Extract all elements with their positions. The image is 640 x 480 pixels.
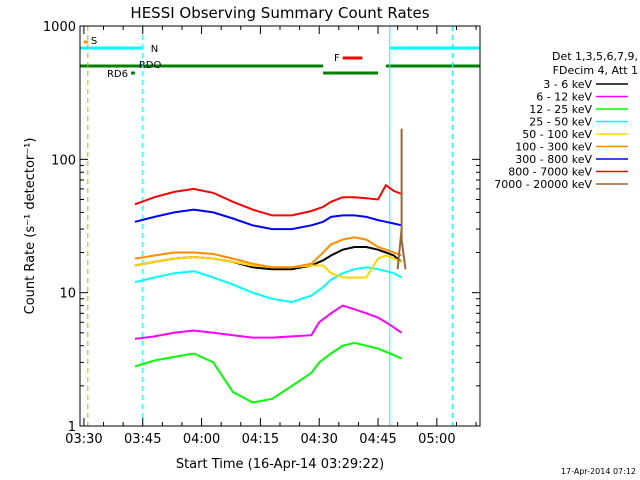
y-tick-label: 100 (51, 153, 76, 168)
y-tick-label: 1000 (43, 20, 76, 35)
x-tick-label: 04:15 (242, 432, 279, 447)
legend-label-800-7000-kev: 800 - 7000 keV (508, 166, 592, 179)
x-axis-label: Start Time (16-Apr-14 03:29:22) (176, 457, 384, 472)
y-tick-label: 10 (59, 287, 76, 302)
flags-layer: S N RDO RD6 F (80, 36, 480, 80)
legend-header: FDecim 4, Att 1 (553, 64, 638, 77)
series-line-6-12-kev (134, 304, 403, 340)
series-line-25-50-kev (134, 266, 403, 304)
legend-label-100-300-kev: 100 - 300 keV (515, 141, 592, 154)
legend: Det 1,3,5,6,7,9,FDecim 4, Att 13 - 6 keV… (494, 50, 638, 191)
legend-label-7000-20000-kev: 7000 - 20000 keV (494, 178, 592, 191)
x-tick-label: 04:45 (359, 432, 396, 447)
series-line-50-100-kev (134, 254, 402, 279)
series-layer (134, 128, 407, 404)
x-tick-label: 03:45 (124, 432, 161, 447)
x-tick-label: 03:30 (65, 432, 102, 447)
series-line-800-7000-kev (134, 183, 402, 217)
x-tick-label: 04:30 (300, 432, 337, 447)
legend-label-50-100-kev: 50 - 100 keV (522, 128, 592, 141)
series-line-7000-20000-kev (396, 128, 407, 270)
flag-label-n: N (151, 44, 158, 55)
series-line-100-300-kev (134, 236, 402, 269)
x-tick-label: 04:00 (183, 432, 220, 447)
series-line-300-800-kev (134, 208, 402, 231)
legend-label-12-25-kev: 12 - 25 keV (529, 103, 592, 116)
legend-label-3-6-kev: 3 - 6 keV (543, 78, 592, 91)
flag-label-f: F (334, 53, 340, 64)
y-tick-label: 1 (68, 420, 76, 435)
legend-header: Det 1,3,5,6,7,9, (552, 50, 638, 63)
flag-label-rdo: RDO (139, 60, 162, 71)
footer-timestamp: 17-Apr-2014 07:12 (561, 467, 636, 476)
series-line-12-25-kev (134, 341, 403, 404)
legend-label-25-50-kev: 25 - 50 keV (529, 116, 592, 129)
chart-title: HESSI Observing Summary Count Rates (130, 4, 429, 22)
legend-label-300-800-kev: 300 - 800 keV (515, 153, 592, 166)
flag-label-s: S (91, 36, 97, 47)
x-tick-label: 05:00 (418, 432, 455, 447)
flag-label-rd6: RD6 (107, 69, 128, 80)
ticks-layer: 03:30 03:45 04:00 04:15 04:30 04:45 05:00 1 10 10… (43, 20, 480, 447)
legend-label-6-12-kev: 6 - 12 keV (536, 91, 592, 104)
plot-frame (79, 25, 481, 427)
y-axis-label: Count Rate (s⁻¹ detector⁻¹) (23, 138, 38, 315)
